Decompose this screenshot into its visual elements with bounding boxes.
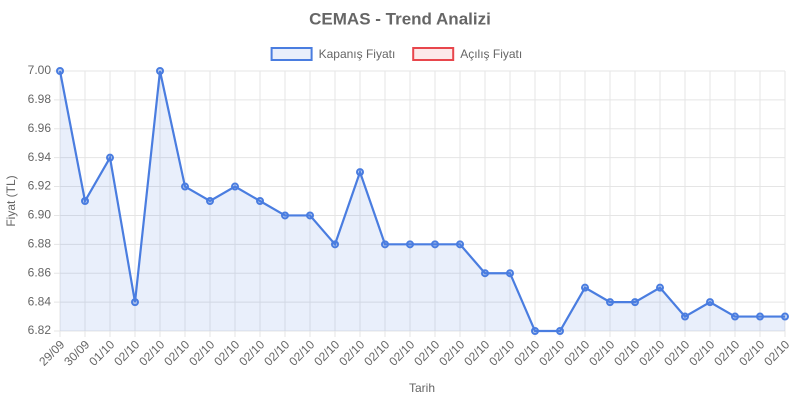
x-tick-label: 02/10: [486, 337, 517, 368]
data-point: [781, 312, 789, 321]
x-tick-label: 02/10: [336, 337, 367, 368]
data-point: [656, 283, 664, 292]
data-point: [731, 312, 739, 321]
x-tick-label: 02/10: [136, 337, 167, 368]
legend-swatch: [270, 47, 313, 61]
x-tick-label: 02/10: [561, 337, 592, 368]
data-point: [206, 197, 214, 205]
data-point: [306, 211, 314, 220]
data-point: [581, 283, 589, 292]
x-tick-label: 02/10: [461, 337, 492, 368]
x-tick-label: 02/10: [736, 337, 767, 368]
x-tick-label: 02/10: [211, 337, 242, 368]
x-tick-label: 02/10: [161, 337, 192, 368]
y-axis-title: Fiyat (TL): [4, 175, 18, 226]
legend-label: Açılış Fiyatı: [460, 47, 522, 61]
data-point: [281, 211, 289, 220]
x-tick-label: 02/10: [611, 337, 642, 368]
data-point: [606, 298, 614, 307]
y-tick-label: 7.00: [28, 63, 52, 77]
y-tick-label: 6.98: [28, 92, 52, 106]
x-tick-label: 02/10: [686, 337, 717, 368]
x-tick-label: 02/10: [236, 337, 267, 368]
legend-swatch: [412, 47, 455, 61]
data-point: [381, 240, 389, 249]
x-tick-label: 02/10: [311, 337, 342, 368]
x-tick-label: 02/10: [261, 337, 292, 368]
data-point: [681, 312, 689, 321]
x-tick-label: 02/10: [536, 337, 567, 368]
data-point: [356, 168, 364, 177]
series-line: [58, 70, 785, 333]
y-tick-label: 6.86: [28, 265, 52, 279]
data-point: [56, 67, 64, 75]
data-point: [406, 240, 414, 249]
x-tick-label: 02/10: [761, 337, 792, 368]
series-area: [60, 71, 785, 331]
x-tick-label: 02/10: [586, 337, 617, 368]
x-tick-label: 02/10: [361, 337, 392, 368]
x-tick-label: 02/10: [411, 337, 442, 368]
data-point: [131, 298, 139, 307]
data-point: [631, 298, 639, 307]
x-tick-label: 02/10: [511, 337, 542, 368]
data-point: [181, 182, 189, 191]
chart-title: CEMAS - Trend Analizi: [309, 9, 491, 28]
data-point: [231, 182, 239, 191]
y-tick-label: 6.82: [28, 323, 52, 337]
x-tick-label: 01/10: [86, 337, 117, 368]
x-tick-label: 30/09: [61, 337, 92, 368]
x-tick-label: 02/10: [286, 337, 317, 368]
legend-label: Kapanış Fiyatı: [319, 47, 396, 61]
x-tick-label: 02/10: [636, 337, 667, 368]
y-tick-label: 6.88: [28, 237, 52, 251]
x-tick-label: 02/10: [436, 337, 467, 368]
y-tick-label: 6.84: [28, 294, 52, 308]
data-point: [506, 269, 514, 278]
data-point: [556, 327, 564, 335]
data-point: [481, 269, 489, 278]
data-point: [81, 197, 89, 205]
data-point: [456, 240, 464, 249]
data-point: [756, 312, 764, 321]
x-tick-label: 29/09: [36, 337, 67, 368]
y-tick-label: 6.90: [28, 208, 52, 222]
data-point: [531, 327, 539, 335]
data-point: [106, 153, 114, 162]
x-tick-label: 02/10: [111, 337, 142, 368]
x-tick-label: 02/10: [661, 337, 692, 368]
y-tick-label: 6.96: [28, 121, 52, 135]
y-tick-label: 6.94: [28, 150, 52, 164]
data-point: [331, 240, 339, 249]
x-tick-label: 02/10: [186, 337, 217, 368]
data-point: [706, 298, 714, 307]
y-tick-label: 6.92: [28, 179, 52, 193]
data-point: [156, 67, 164, 75]
x-axis-title: Tarih: [409, 381, 435, 395]
x-tick-label: 02/10: [386, 337, 417, 368]
data-point: [256, 197, 264, 205]
data-point: [431, 240, 439, 249]
x-tick-label: 02/10: [711, 337, 742, 368]
